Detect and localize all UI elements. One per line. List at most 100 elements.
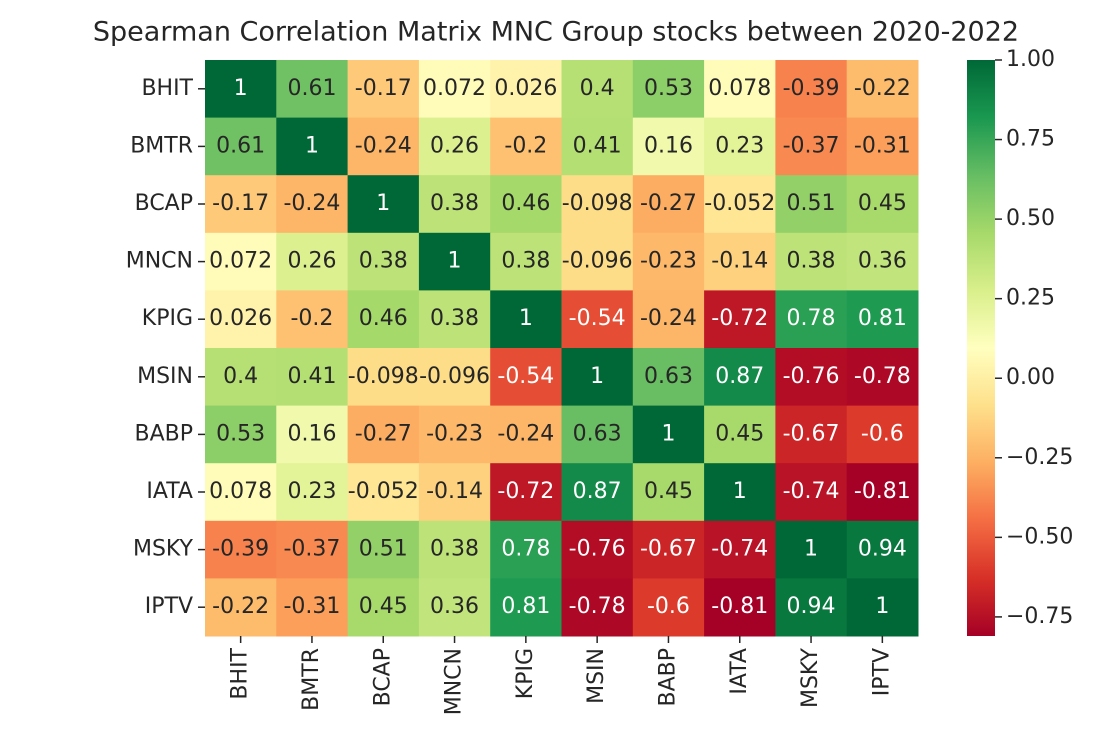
heatmap-cell xyxy=(418,290,491,349)
cell-label: -0.31 xyxy=(854,133,911,158)
cell-label: 0.38 xyxy=(787,249,836,274)
cell-label: 0.41 xyxy=(573,133,622,158)
y-tick-label: BMTR xyxy=(130,133,193,158)
heatmap-cell xyxy=(276,117,349,176)
colorbar-tick-label: 1.00 xyxy=(1006,47,1055,72)
cell-label: -0.17 xyxy=(212,191,269,216)
heatmap-cell xyxy=(704,463,776,522)
cell-label: -0.22 xyxy=(212,594,269,619)
chart-title: Spearman Correlation Matrix MNC Group st… xyxy=(93,17,1019,48)
heatmap-cell xyxy=(775,290,848,349)
cell-label: 0.63 xyxy=(644,364,693,389)
x-tick-label: BHIT xyxy=(228,647,253,699)
heatmap-cell xyxy=(418,60,491,119)
y-tick-label: IPTV xyxy=(145,594,193,619)
heatmap-cell xyxy=(775,348,848,407)
cell-label: 0.81 xyxy=(501,594,550,619)
cell-label: 0.38 xyxy=(359,249,408,274)
heatmap-cell xyxy=(490,175,562,234)
heatmap-cell xyxy=(632,578,705,637)
cell-label: -0.2 xyxy=(504,133,547,158)
cell-label: -0.24 xyxy=(640,306,697,331)
cell-label: 0.16 xyxy=(644,133,693,158)
cell-label: 0.61 xyxy=(216,133,265,158)
cell-label: 0.94 xyxy=(787,594,836,619)
heatmap-cell xyxy=(347,117,420,176)
heatmap-cell xyxy=(561,117,634,176)
heatmap-cell xyxy=(704,232,776,291)
cell-label: -0.2 xyxy=(290,306,333,331)
heatmap-cell xyxy=(276,578,349,637)
heatmap-cell xyxy=(490,578,562,637)
cell-label: 0.87 xyxy=(573,479,622,504)
heatmap-cell xyxy=(775,175,848,234)
cell-label: -0.22 xyxy=(854,76,911,101)
y-tick-label: MSKY xyxy=(133,537,194,562)
cell-label: -0.24 xyxy=(355,133,412,158)
cell-label: 0.53 xyxy=(216,421,265,446)
heatmap-cell xyxy=(418,175,491,234)
cell-label: 0.81 xyxy=(858,306,907,331)
cell-label: -0.39 xyxy=(212,537,269,562)
cell-label: -0.27 xyxy=(640,191,697,216)
heatmap-cell xyxy=(347,463,420,522)
x-tick-label: BABP xyxy=(655,648,680,707)
heatmap-cell xyxy=(846,175,919,234)
cell-label: -0.23 xyxy=(426,421,483,446)
heatmap-cell xyxy=(347,405,420,464)
y-tick-label: BABP xyxy=(134,421,193,446)
cell-label: -0.17 xyxy=(355,76,412,101)
heatmap-cell xyxy=(205,117,277,176)
heatmap-cell xyxy=(418,117,491,176)
heatmap-cell xyxy=(561,348,634,407)
cell-label: -0.78 xyxy=(854,364,911,389)
heatmap-cell xyxy=(418,348,491,407)
cell-label: 0.41 xyxy=(287,364,336,389)
cell-label: -0.67 xyxy=(783,421,840,446)
heatmap-cell xyxy=(205,348,277,407)
cell-label: -0.096 xyxy=(419,364,490,389)
colorbar-tick-label: −0.25 xyxy=(1006,445,1073,470)
heatmap-cell xyxy=(205,463,277,522)
heatmap-cell xyxy=(205,232,277,291)
heatmap-cell xyxy=(561,405,634,464)
heatmap-cell xyxy=(846,348,919,407)
heatmap-cell xyxy=(418,232,491,291)
cell-label: 1 xyxy=(733,479,747,504)
heatmap-cell xyxy=(846,405,919,464)
heatmap-cell xyxy=(276,520,349,579)
heatmap-cell xyxy=(561,175,634,234)
x-tick-label: BMTR xyxy=(299,648,324,711)
x-tick-label: KPIG xyxy=(513,648,538,699)
heatmap-cell xyxy=(490,232,562,291)
x-tick-label: MNCN xyxy=(442,648,467,715)
cell-label: 0.072 xyxy=(423,76,486,101)
cell-label: 0.36 xyxy=(430,594,479,619)
cell-label: 0.26 xyxy=(430,133,479,158)
cell-label: 0.51 xyxy=(787,191,836,216)
cell-label: -0.67 xyxy=(640,537,697,562)
cell-label: -0.14 xyxy=(426,479,483,504)
cell-label: 0.026 xyxy=(494,76,557,101)
cell-label: -0.052 xyxy=(704,191,775,216)
heatmap-cell xyxy=(276,348,349,407)
cell-label: 0.78 xyxy=(787,306,836,331)
cell-label: -0.39 xyxy=(783,76,840,101)
cell-label: -0.72 xyxy=(497,479,554,504)
heatmap-cell xyxy=(347,232,420,291)
cell-label: 1 xyxy=(590,364,604,389)
cell-label: 0.026 xyxy=(209,306,272,331)
cell-label: -0.54 xyxy=(497,364,554,389)
heatmap-cell xyxy=(561,60,634,119)
heatmap-cell xyxy=(632,348,705,407)
cell-label: 0.4 xyxy=(223,364,258,389)
y-tick-label: BCAP xyxy=(135,191,193,216)
cell-label: 0.38 xyxy=(430,537,479,562)
heatmap-cell xyxy=(632,117,705,176)
heatmap-cell xyxy=(490,290,562,349)
cell-label: 0.63 xyxy=(573,421,622,446)
x-tick-label: IATA xyxy=(727,648,752,695)
cell-label: -0.74 xyxy=(711,537,768,562)
cell-label: 1 xyxy=(234,76,248,101)
